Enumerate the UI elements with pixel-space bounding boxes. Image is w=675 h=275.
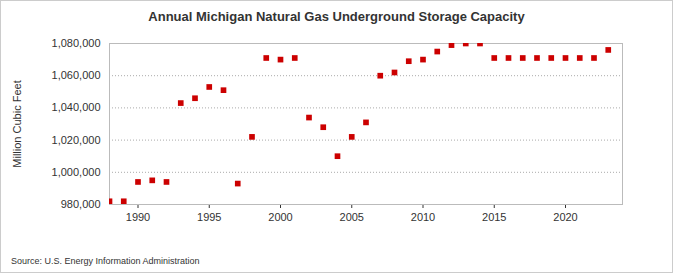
svg-text:1995: 1995 xyxy=(197,211,221,223)
svg-text:2020: 2020 xyxy=(553,211,577,223)
svg-text:1,040,000: 1,040,000 xyxy=(52,101,101,113)
svg-text:1,000,000: 1,000,000 xyxy=(52,166,101,178)
svg-text:1990: 1990 xyxy=(126,211,150,223)
svg-text:2005: 2005 xyxy=(340,211,364,223)
svg-text:2015: 2015 xyxy=(482,211,506,223)
svg-text:2000: 2000 xyxy=(268,211,292,223)
svg-text:2010: 2010 xyxy=(411,211,435,223)
svg-text:Million Cubic Feet: Million Cubic Feet xyxy=(11,80,23,167)
svg-text:1,080,000: 1,080,000 xyxy=(52,37,101,49)
svg-text:980,000: 980,000 xyxy=(61,198,101,210)
svg-text:1,020,000: 1,020,000 xyxy=(52,134,101,146)
html-text:Annual Michigan Natural Gas Un: Annual Michigan Natural Gas Underground … xyxy=(148,9,525,24)
svg-text:1,060,000: 1,060,000 xyxy=(52,69,101,81)
html-text:Source: U.S. Energy Informatio: Source: U.S. Energy Information Administ… xyxy=(11,256,200,266)
